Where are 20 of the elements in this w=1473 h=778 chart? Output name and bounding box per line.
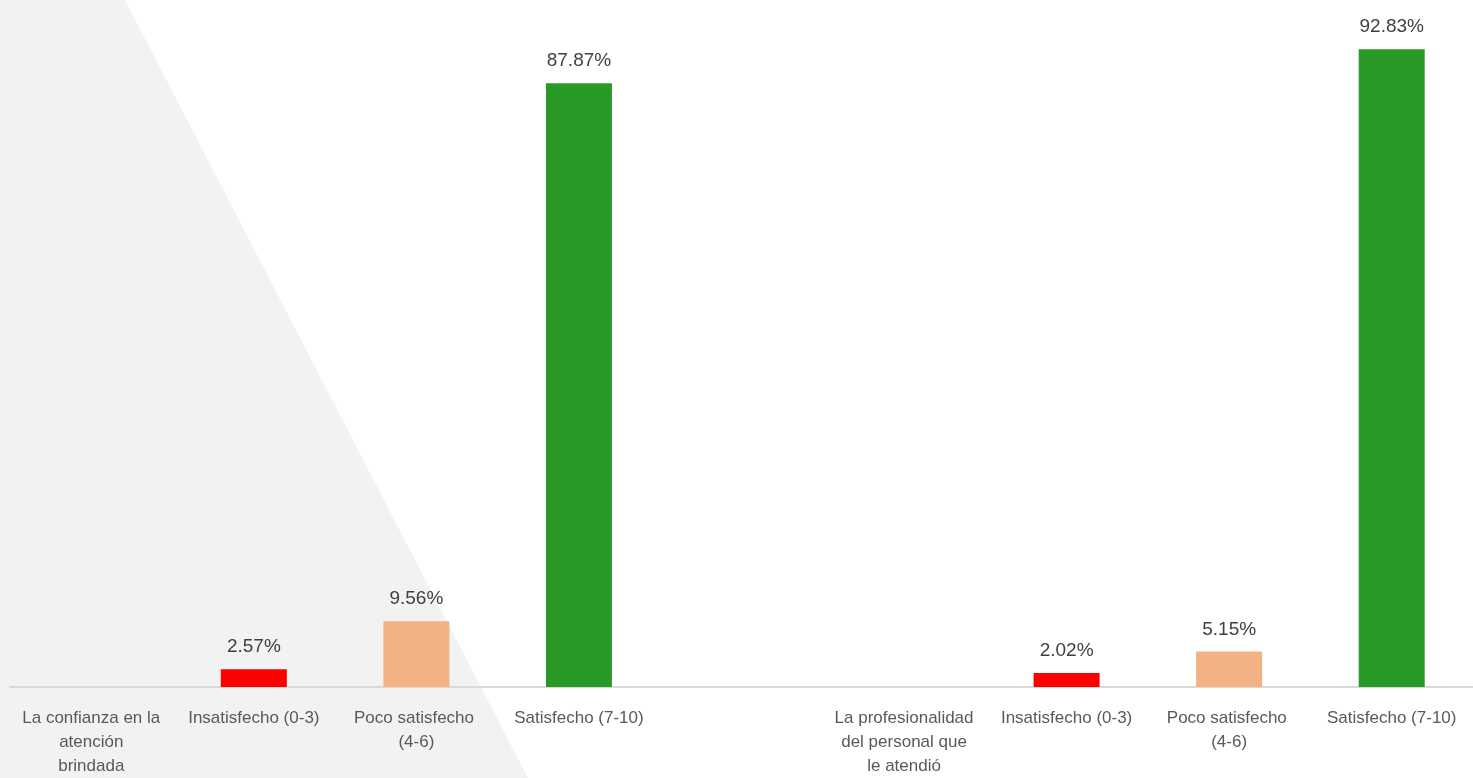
data-label: 2.02% — [1039, 639, 1094, 661]
data-label: 2.57% — [226, 635, 281, 657]
bar — [1358, 49, 1425, 687]
x-tick-label: Insatisfecho (0-3) — [188, 707, 320, 727]
bar — [1196, 651, 1263, 687]
x-tick-label: Poco satisfecho (4-6) — [1166, 707, 1292, 751]
x-tick-label: La profesionalidad del personal que le atendió — [834, 707, 974, 775]
x-tick-label: Satisfecho (7-10) — [514, 707, 644, 727]
bar — [220, 669, 287, 687]
x-tick-label: Poco satisfecho (4-6) — [354, 707, 479, 751]
data-label: 87.87% — [546, 49, 612, 71]
bar — [383, 621, 450, 687]
x-tick-label: La confianza en la atención brindada — [22, 707, 161, 775]
data-label: 9.56% — [389, 587, 444, 609]
x-tick-label: Satisfecho (7-10) — [1327, 707, 1457, 727]
bar — [1033, 673, 1100, 687]
data-label: 92.83% — [1359, 15, 1425, 37]
x-tick-label: Insatisfecho (0-3) — [1000, 707, 1133, 727]
data-label: 5.15% — [1202, 617, 1257, 639]
bar — [545, 83, 612, 687]
